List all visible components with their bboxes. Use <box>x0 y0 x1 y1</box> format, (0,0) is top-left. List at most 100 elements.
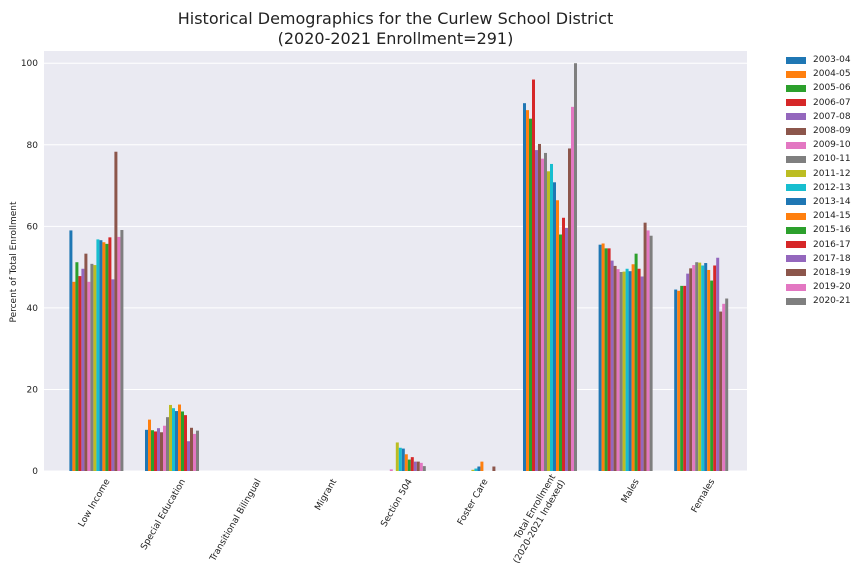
bar <box>90 263 94 471</box>
bar <box>416 461 420 471</box>
bar <box>419 462 423 471</box>
x-tick-label: Section 504 <box>379 477 415 529</box>
legend-item: 2008-09 <box>786 124 851 138</box>
bar <box>529 118 532 471</box>
bar <box>172 408 175 471</box>
x-tick-label-line: Special Education <box>139 478 188 552</box>
legend-item: 2011-12 <box>786 167 851 181</box>
bar <box>707 269 711 471</box>
x-tick-label-line: Males <box>620 477 642 505</box>
bar <box>710 280 714 471</box>
bar <box>607 248 611 471</box>
bar <box>616 269 620 471</box>
legend-swatch <box>786 297 806 305</box>
legend-label: 2008-09 <box>813 126 851 137</box>
legend-label: 2017-18 <box>813 253 851 264</box>
bar <box>102 242 106 471</box>
bar <box>619 272 623 471</box>
legend-label: 2003-04 <box>813 55 851 66</box>
y-tick-label: 0 <box>32 467 38 477</box>
bar <box>692 265 696 471</box>
bar <box>413 461 417 471</box>
bar <box>526 110 529 471</box>
bar <box>193 433 196 471</box>
bar <box>622 271 626 471</box>
bar <box>196 430 199 471</box>
bar <box>716 257 720 471</box>
bar <box>565 227 568 471</box>
bar <box>166 417 169 471</box>
x-tick-label-line: Foster Care <box>456 477 491 527</box>
x-tick-label: Migrant <box>313 477 339 512</box>
y-tick-label: 60 <box>27 222 39 232</box>
y-tick-label: 20 <box>27 385 39 395</box>
bar <box>698 262 702 471</box>
legend-item: 2014-15 <box>786 209 851 223</box>
legend-swatch <box>786 241 806 249</box>
bar <box>401 448 405 471</box>
bar <box>646 230 650 471</box>
bar <box>105 243 109 471</box>
legend-swatch <box>786 170 806 178</box>
legend-item: 2004-05 <box>786 67 851 81</box>
bar <box>680 285 684 471</box>
legend-label: 2005-06 <box>813 83 851 94</box>
bar <box>404 454 408 471</box>
legend-swatch <box>786 113 806 121</box>
bar <box>604 248 608 471</box>
legend-swatch <box>786 99 806 107</box>
x-tick-label: Males <box>620 477 642 505</box>
bar <box>398 447 402 471</box>
bar <box>96 239 100 471</box>
bar <box>640 276 644 471</box>
y-tick-label: 80 <box>27 141 39 151</box>
bar <box>181 411 184 471</box>
bar <box>686 273 690 471</box>
bar <box>81 268 85 471</box>
legend-item: 2012-13 <box>786 181 851 195</box>
bar <box>410 457 414 471</box>
bar <box>719 311 723 471</box>
y-tick-label: 100 <box>21 59 38 69</box>
bar <box>649 235 653 471</box>
bar <box>601 243 605 471</box>
bar <box>550 163 553 471</box>
legend-label: 2015-16 <box>813 225 851 236</box>
legend-swatch <box>786 226 806 234</box>
legend-label: 2011-12 <box>813 168 851 179</box>
bar <box>114 151 118 471</box>
legend-item: 2019-20 <box>786 280 851 294</box>
legend-swatch <box>786 255 806 263</box>
bar <box>704 263 708 471</box>
bar <box>477 466 481 471</box>
x-tick-label-line: Section 504 <box>379 477 415 529</box>
legend-label: 2006-07 <box>813 97 851 108</box>
bar <box>701 265 705 471</box>
bar <box>151 430 154 471</box>
bar <box>108 237 112 471</box>
bar <box>628 271 632 471</box>
bar <box>695 262 699 471</box>
legend-swatch <box>786 283 806 291</box>
legend-label: 2019-20 <box>813 282 851 293</box>
bar <box>571 106 574 472</box>
bar <box>187 441 190 471</box>
bar <box>689 268 693 471</box>
bar <box>160 432 163 471</box>
legend-label: 2020-21 <box>813 296 851 307</box>
x-tick-label-line: Females <box>690 477 717 515</box>
legend-swatch <box>786 212 806 220</box>
bar <box>395 442 399 471</box>
bar <box>407 459 411 471</box>
bar <box>538 143 541 471</box>
legend-label: 2014-15 <box>813 211 851 222</box>
legend-label: 2010-11 <box>813 154 851 165</box>
bar <box>634 253 638 471</box>
bar <box>547 171 550 472</box>
bar <box>69 230 73 471</box>
legend-swatch <box>786 184 806 192</box>
x-tick-label: Special Education <box>139 478 188 552</box>
bar <box>541 158 544 471</box>
bar <box>562 217 565 471</box>
